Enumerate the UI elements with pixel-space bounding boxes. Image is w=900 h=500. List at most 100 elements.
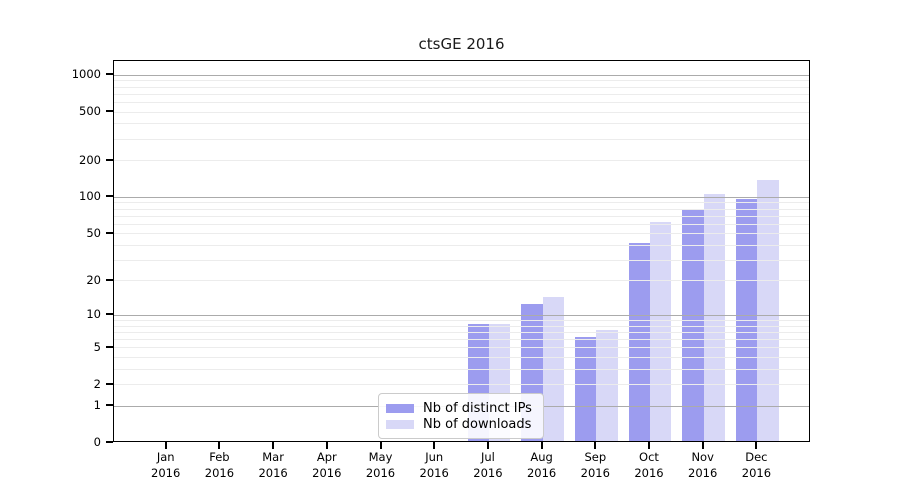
y-tick-2 bbox=[106, 382, 113, 385]
minor-gridline-8 bbox=[114, 325, 809, 327]
month-label: Jan bbox=[156, 450, 175, 464]
month-label: May bbox=[368, 450, 393, 464]
month-label: Nov bbox=[691, 450, 714, 464]
year-label: 2016 bbox=[258, 466, 288, 480]
minor-gridline-60 bbox=[114, 223, 809, 225]
minor-gridline-7 bbox=[114, 331, 809, 333]
minor-gridline-4 bbox=[114, 356, 809, 358]
month-label: Dec bbox=[745, 450, 768, 464]
bar-ips-dec bbox=[736, 198, 758, 441]
y-tick-label-200: 200 bbox=[79, 152, 101, 167]
minor-gridline-30 bbox=[114, 259, 809, 261]
x-tick-feb bbox=[218, 442, 221, 449]
y-tick-1000 bbox=[106, 73, 113, 76]
major-gridline-100 bbox=[114, 196, 809, 198]
year-label: 2016 bbox=[688, 466, 718, 480]
y-tick-label-100: 100 bbox=[79, 189, 101, 204]
y-tick-label-0: 0 bbox=[93, 435, 101, 449]
y-tick-label-10: 10 bbox=[86, 307, 101, 322]
month-label: Jul bbox=[480, 450, 495, 464]
y-tick-label-50: 50 bbox=[86, 225, 101, 240]
minor-gridline-50 bbox=[114, 233, 809, 235]
y-tick-1 bbox=[106, 404, 113, 407]
year-label: 2016 bbox=[526, 466, 557, 480]
x-tick-jul bbox=[486, 442, 489, 449]
y-tick-50 bbox=[106, 231, 113, 234]
legend-swatch-downloads bbox=[386, 419, 414, 429]
major-gridline-1000 bbox=[114, 74, 809, 76]
minor-gridline-5 bbox=[114, 347, 809, 349]
minor-gridline-90 bbox=[114, 202, 809, 204]
y-tick-label-1000: 1000 bbox=[71, 67, 101, 82]
legend: Nb of distinct IPs Nb of downloads bbox=[378, 393, 544, 439]
year-label: 2016 bbox=[473, 466, 503, 480]
y-tick-label-1: 1 bbox=[93, 398, 101, 413]
x-tick-may bbox=[379, 442, 382, 449]
x-tick-jan bbox=[164, 442, 167, 449]
minor-gridline-2 bbox=[114, 384, 809, 385]
year-label: 2016 bbox=[365, 466, 396, 480]
x-tick-label-oct: Oct 2016 bbox=[618, 449, 680, 481]
x-tick-label-jul: Jul 2016 bbox=[457, 449, 519, 481]
x-tick-dec bbox=[755, 442, 758, 449]
minor-gridline-3 bbox=[114, 368, 809, 370]
minor-gridline-600 bbox=[114, 101, 809, 103]
month-label: Feb bbox=[209, 450, 230, 464]
month-label: Aug bbox=[530, 450, 553, 464]
minor-gridline-400 bbox=[114, 123, 809, 125]
year-label: 2016 bbox=[204, 466, 235, 480]
bar-downloads-dec bbox=[757, 179, 779, 441]
y-tick-500 bbox=[106, 110, 113, 113]
x-tick-label-jun: Jun 2016 bbox=[403, 449, 465, 481]
legend-label-downloads: Nb of downloads bbox=[423, 416, 532, 432]
x-tick-label-sep: Sep 2016 bbox=[564, 449, 626, 481]
y-tick-200 bbox=[106, 158, 113, 161]
x-tick-label-dec: Dec 2016 bbox=[725, 449, 787, 481]
minor-gridline-40 bbox=[114, 244, 809, 246]
chart-title: ctsGE 2016 bbox=[418, 35, 505, 53]
bar-downloads-nov bbox=[703, 193, 726, 441]
year-label: 2016 bbox=[634, 466, 664, 480]
month-label: Sep bbox=[584, 450, 607, 464]
bar-ips-sep bbox=[574, 337, 597, 441]
bar-ips-oct bbox=[628, 243, 650, 441]
year-label: 2016 bbox=[312, 466, 342, 480]
y-tick-label-20: 20 bbox=[86, 272, 101, 287]
x-tick-nov bbox=[701, 442, 704, 449]
month-label: Oct bbox=[639, 450, 659, 464]
legend-label-distinct-ips: Nb of distinct IPs bbox=[423, 401, 532, 417]
legend-item-downloads: Nb of downloads bbox=[386, 417, 534, 433]
minor-gridline-6 bbox=[114, 338, 809, 340]
x-tick-label-jan: Jan 2016 bbox=[135, 449, 197, 481]
major-gridline-10 bbox=[114, 314, 809, 316]
x-tick-aug bbox=[540, 442, 543, 449]
x-tick-oct bbox=[648, 442, 650, 449]
minor-gridline-80 bbox=[114, 208, 809, 210]
month-label: Mar bbox=[262, 450, 284, 464]
minor-gridline-900 bbox=[114, 80, 809, 82]
y-tick-5 bbox=[106, 345, 113, 348]
minor-gridline-70 bbox=[114, 215, 809, 217]
year-label: 2016 bbox=[580, 466, 610, 480]
y-tick-10 bbox=[106, 313, 113, 316]
bar-downloads-sep bbox=[596, 330, 618, 441]
minor-gridline-20 bbox=[114, 280, 809, 282]
y-tick-20 bbox=[106, 278, 113, 281]
x-tick-sep bbox=[594, 442, 597, 449]
legend-item-distinct-ips: Nb of distinct IPs bbox=[386, 401, 534, 417]
x-tick-label-aug: Aug 2016 bbox=[511, 449, 573, 481]
y-tick-0 bbox=[106, 441, 113, 443]
minor-gridline-700 bbox=[114, 93, 809, 95]
year-label: 2016 bbox=[151, 466, 181, 480]
month-label: Jun bbox=[425, 450, 444, 464]
x-tick-label-nov: Nov 2016 bbox=[672, 449, 734, 481]
x-tick-label-apr: Apr 2016 bbox=[296, 449, 358, 481]
x-tick-mar bbox=[272, 442, 275, 449]
minor-gridline-500 bbox=[114, 111, 809, 113]
y-tick-label-2: 2 bbox=[93, 376, 101, 391]
x-tick-label-mar: Mar 2016 bbox=[242, 449, 304, 481]
x-tick-label-feb: Feb 2016 bbox=[188, 449, 250, 481]
minor-gridline-300 bbox=[114, 138, 809, 140]
bar-downloads-oct bbox=[650, 222, 672, 441]
